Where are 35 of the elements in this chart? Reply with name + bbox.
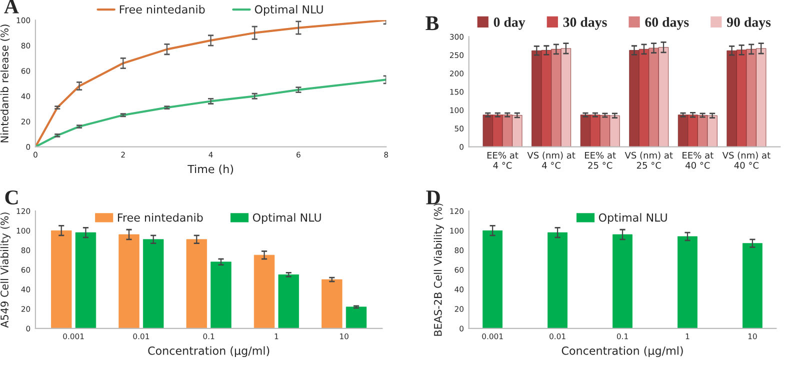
bar	[143, 239, 164, 328]
x-tick-label: VS (nm) at 40 °C	[722, 152, 770, 169]
x-tick-label: VS (nm) at 25 °C	[624, 152, 673, 169]
legend-label: Optimal NLU	[598, 213, 667, 224]
bar	[346, 306, 367, 328]
x-tick-label: EE% at 25 °C	[585, 152, 616, 169]
chart-title: B	[426, 16, 439, 30]
x-tick-label: EE% at 40 °C	[682, 152, 714, 169]
chart-title: D	[426, 190, 440, 204]
legend-label: Optimal NLU	[254, 4, 323, 16]
x-axis-title: Concentration (µg/ml)	[148, 346, 270, 358]
y-axis-title: Nintedanib release (%)	[0, 24, 10, 142]
legend-label: Free nintedanib	[120, 4, 205, 14]
bar	[278, 274, 299, 328]
bar	[75, 232, 96, 328]
bar	[51, 230, 72, 328]
bar	[118, 234, 140, 328]
y-axis-title: A549 Cell Viability (%)	[0, 212, 10, 328]
bar	[254, 254, 275, 328]
x-tick-label: VS (nm) at 4 °C	[527, 152, 576, 169]
x-axis-title: Time (h)	[188, 164, 234, 175]
legend-label: 30 days	[563, 17, 607, 30]
x-axis-title: Concentration (µg/ml)	[562, 346, 683, 358]
bar	[186, 239, 207, 328]
legend-label: 90 days	[726, 17, 771, 30]
y-axis-title: BEAS-2B Cell Viability (%)	[434, 204, 444, 336]
x-tick-label: EE% at 4 °C	[487, 152, 518, 169]
bar	[210, 262, 232, 328]
chart-title: C	[5, 190, 18, 204]
legend-label: Optimal NLU	[252, 213, 321, 224]
legend-label: 60 days	[645, 17, 689, 30]
bar	[322, 279, 342, 328]
legend-label: 0 day	[494, 17, 526, 30]
line-series	[35, 20, 386, 147]
legend-label: Free nintedanib	[118, 213, 203, 222]
